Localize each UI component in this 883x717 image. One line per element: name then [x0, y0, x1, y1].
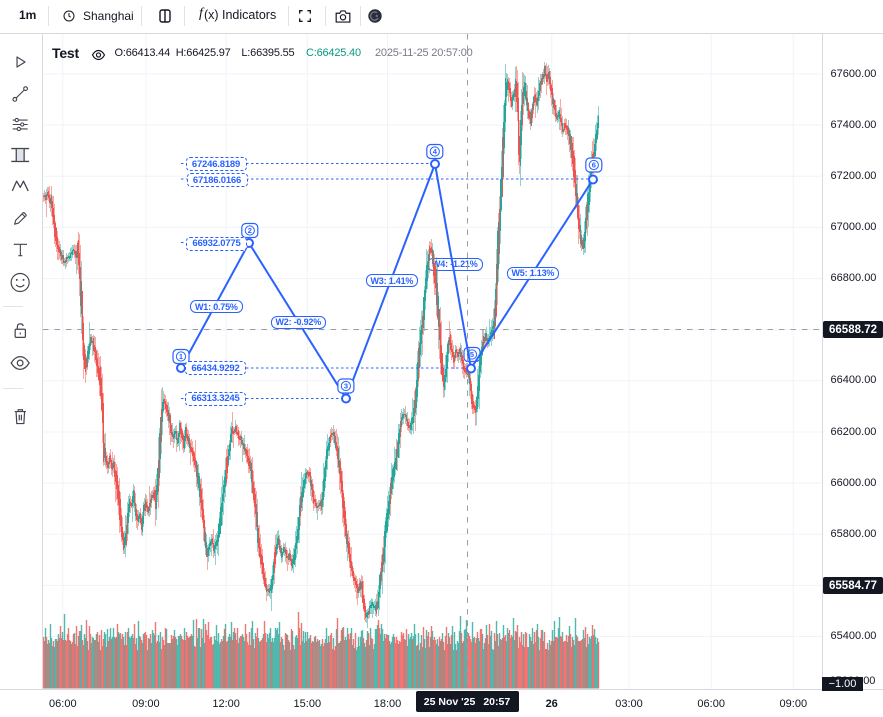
svg-text:4: 4 — [433, 147, 438, 156]
svg-text:3: 3 — [344, 382, 348, 391]
svg-text:2: 2 — [248, 226, 252, 235]
svg-text:1: 1 — [179, 352, 183, 361]
svg-text:6: 6 — [592, 161, 596, 170]
svg-text:5: 5 — [470, 350, 474, 359]
